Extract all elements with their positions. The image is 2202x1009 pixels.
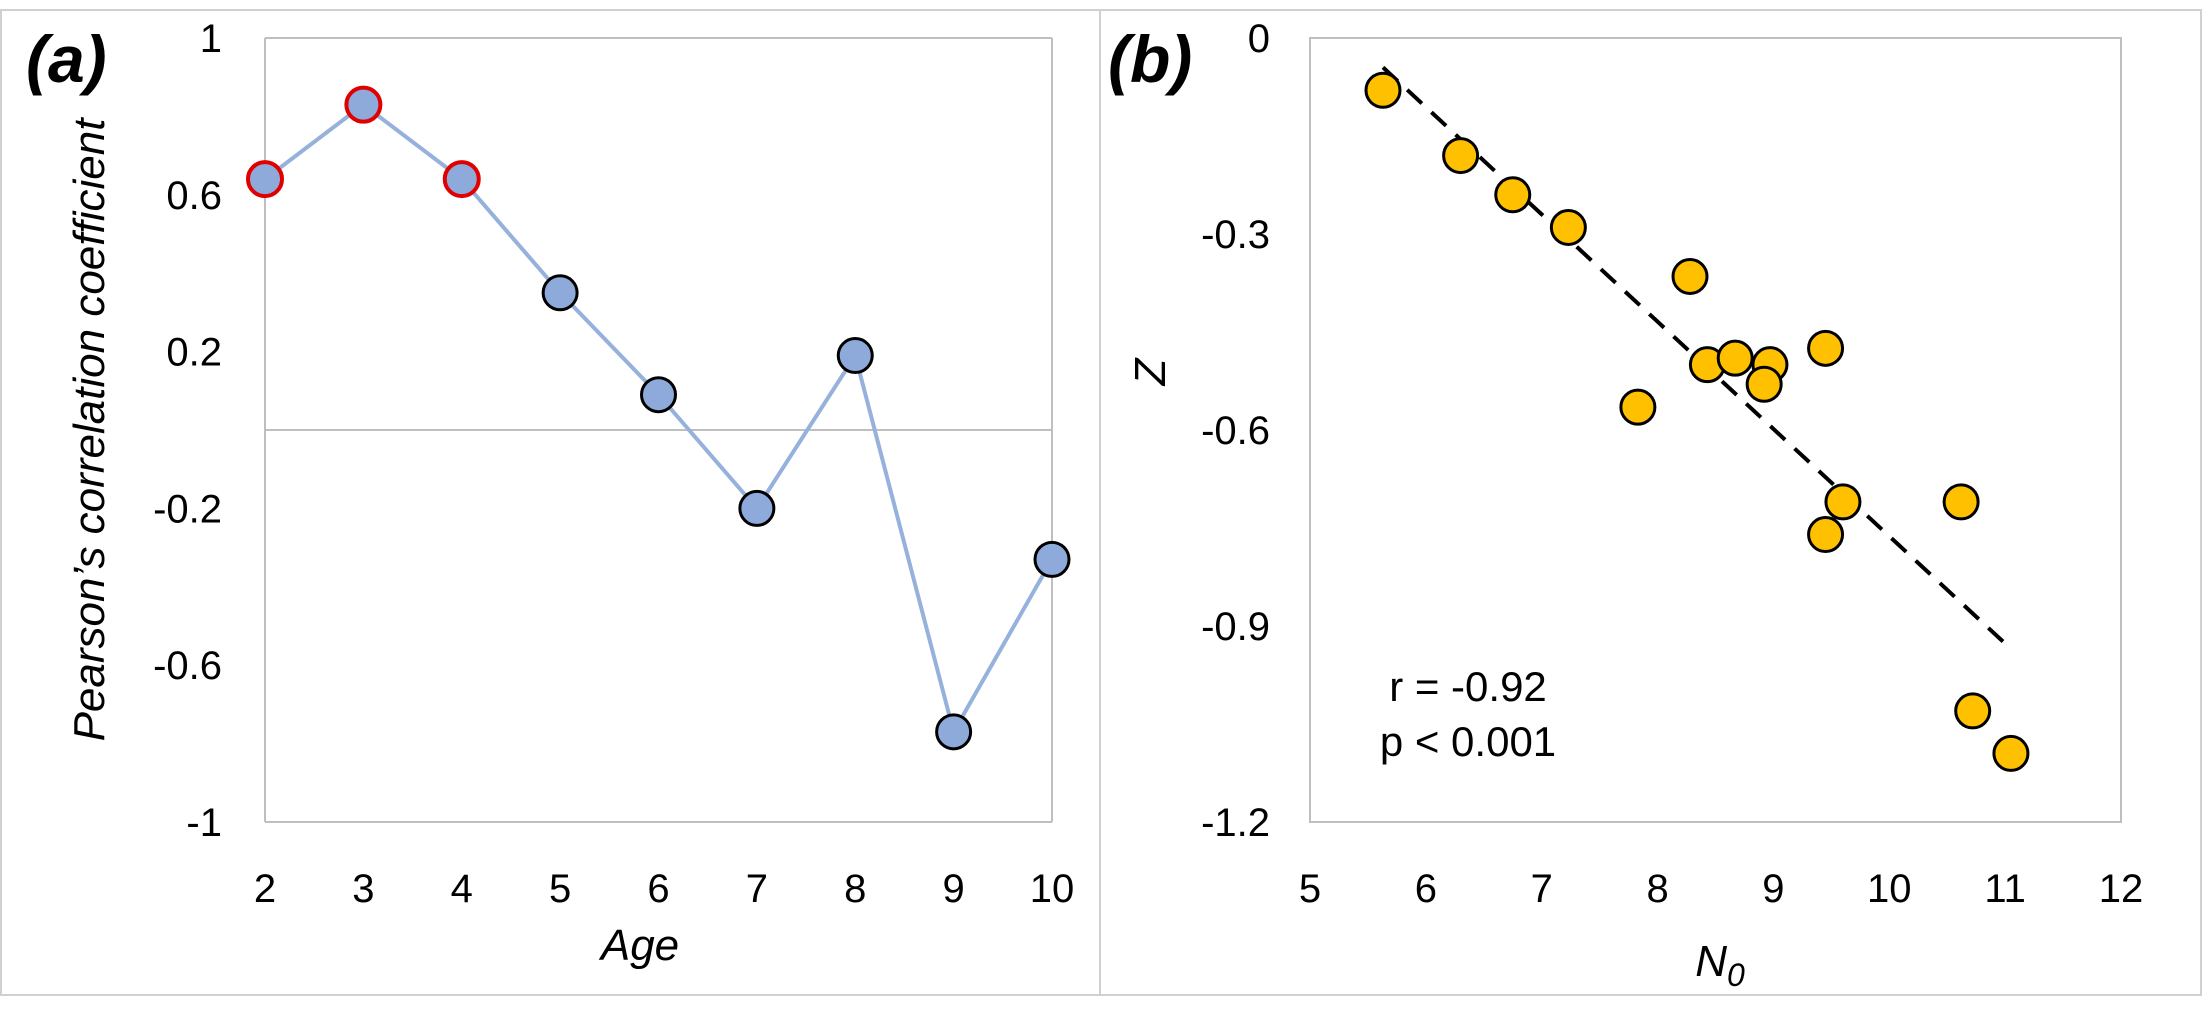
panel-a-y-tick-label: 1	[200, 17, 222, 61]
panel-b-plot-area	[1309, 37, 2122, 823]
panel-b-data-point	[1494, 176, 1532, 214]
panel-b-x-tick-label: 12	[2099, 867, 2144, 911]
panel-b-data-point	[1745, 365, 1783, 403]
panel-b-data-point	[1954, 692, 1992, 730]
p-value-annotation: p < 0.001	[1380, 718, 1556, 765]
panel-a-y-tick-label: -0.6	[153, 644, 222, 688]
panel-a-data-point	[935, 713, 973, 751]
panel-b-data-point	[1942, 483, 1980, 521]
correlation-annotation: r = -0.92	[1389, 663, 1547, 710]
panel-a-x-tick-label: 3	[352, 867, 374, 911]
panel-b-data-point	[1671, 257, 1709, 295]
panel-a-data-point	[836, 337, 874, 375]
panel-a-x-tick-label: 4	[451, 867, 473, 911]
panel-b-y-tick-label: -1.2	[1201, 801, 1270, 845]
panel-b-x-tick-label: 11	[1984, 867, 2026, 911]
panel-a-x-tick-label: 7	[746, 867, 768, 911]
panel-b-data-point	[1364, 71, 1402, 109]
panel-a-x-tick-label: 5	[549, 867, 571, 911]
panel-b-chart: (b) 0 -0.3 -0.6 -0.9 -1.2 5 6 7 8 9 10 11 12 r = -0…	[1108, 17, 2143, 993]
panel-b-y-axis-title: Z	[1126, 356, 1175, 386]
panel-a-highlighted-point	[246, 160, 284, 199]
panel-a-y-tick-label: -1	[186, 801, 222, 845]
panel-b-x-tick-label: 10	[1867, 867, 1912, 911]
panel-b-data-point	[1619, 388, 1657, 426]
panel-a-y-axis-title: Pearson’s correlation coefficient	[65, 117, 114, 742]
panel-a-data-point	[541, 274, 579, 312]
panel-b-data-point	[1549, 208, 1587, 246]
panel-a-x-tick-label: 2	[254, 867, 276, 911]
trendline	[1381, 65, 2013, 651]
panel-a-highlighted-point	[344, 85, 383, 124]
panel-a-x-tick-label: 10	[1030, 867, 1075, 911]
panel-b-label: (b)	[1108, 22, 1192, 96]
panel-b-y-tick-label: 0	[1248, 17, 1270, 61]
panel-a-data-point	[640, 376, 677, 414]
panel-a-highlighted-point	[442, 160, 481, 199]
panel-a-x-axis-title: Age	[598, 921, 679, 970]
panel-b-x-tick-label: 6	[1415, 867, 1437, 911]
panel-b-x-tick-label: 7	[1531, 867, 1553, 911]
panel-b-x-axis-title-main: N	[1695, 937, 1727, 986]
panel-b-data-point	[1807, 516, 1845, 554]
panel-b-x-tick-label: 9	[1762, 867, 1784, 911]
panel-b-x-tick-label: 8	[1646, 867, 1668, 911]
panel-a-x-tick-label: 6	[647, 867, 669, 911]
panel-a-label: (a)	[26, 22, 107, 96]
panel-b-data-point	[1716, 339, 1754, 377]
panel-b-x-axis-title-subscript: 0	[1727, 957, 1745, 993]
panel-a-y-tick-label: -0.2	[153, 487, 222, 531]
panel-a-data-point	[738, 489, 776, 527]
panel-b-x-axis-title: N0	[1695, 937, 1745, 993]
panel-b-frame	[1099, 9, 2202, 996]
panel-b-data-point	[1992, 734, 2030, 772]
panel-b-y-tick-label: -0.3	[1201, 213, 1270, 257]
panel-b-data-point	[1442, 137, 1480, 175]
panel-b-data-point	[1824, 483, 1862, 521]
panel-a-x-tick-label: 8	[844, 867, 866, 911]
panel-a-chart: (a) 1 0.6 0.2 -0.2 -0.6 -1 2 3 4 5 6 7 8 9 10 Age Pea…	[26, 17, 1074, 970]
panel-a-y-tick-label: 0.2	[166, 331, 222, 375]
panel-b-y-tick-label: -0.9	[1201, 605, 1270, 649]
panel-b-x-tick-label: 5	[1299, 867, 1321, 911]
panel-b-data-point	[1807, 329, 1845, 367]
panel-b-y-tick-label: -0.6	[1201, 409, 1270, 453]
panel-a-y-tick-label: 0.6	[166, 174, 222, 218]
panel-a-x-tick-label: 9	[943, 867, 965, 911]
panel-a-data-point	[1033, 540, 1071, 578]
panel-a-series-line	[263, 102, 1054, 738]
